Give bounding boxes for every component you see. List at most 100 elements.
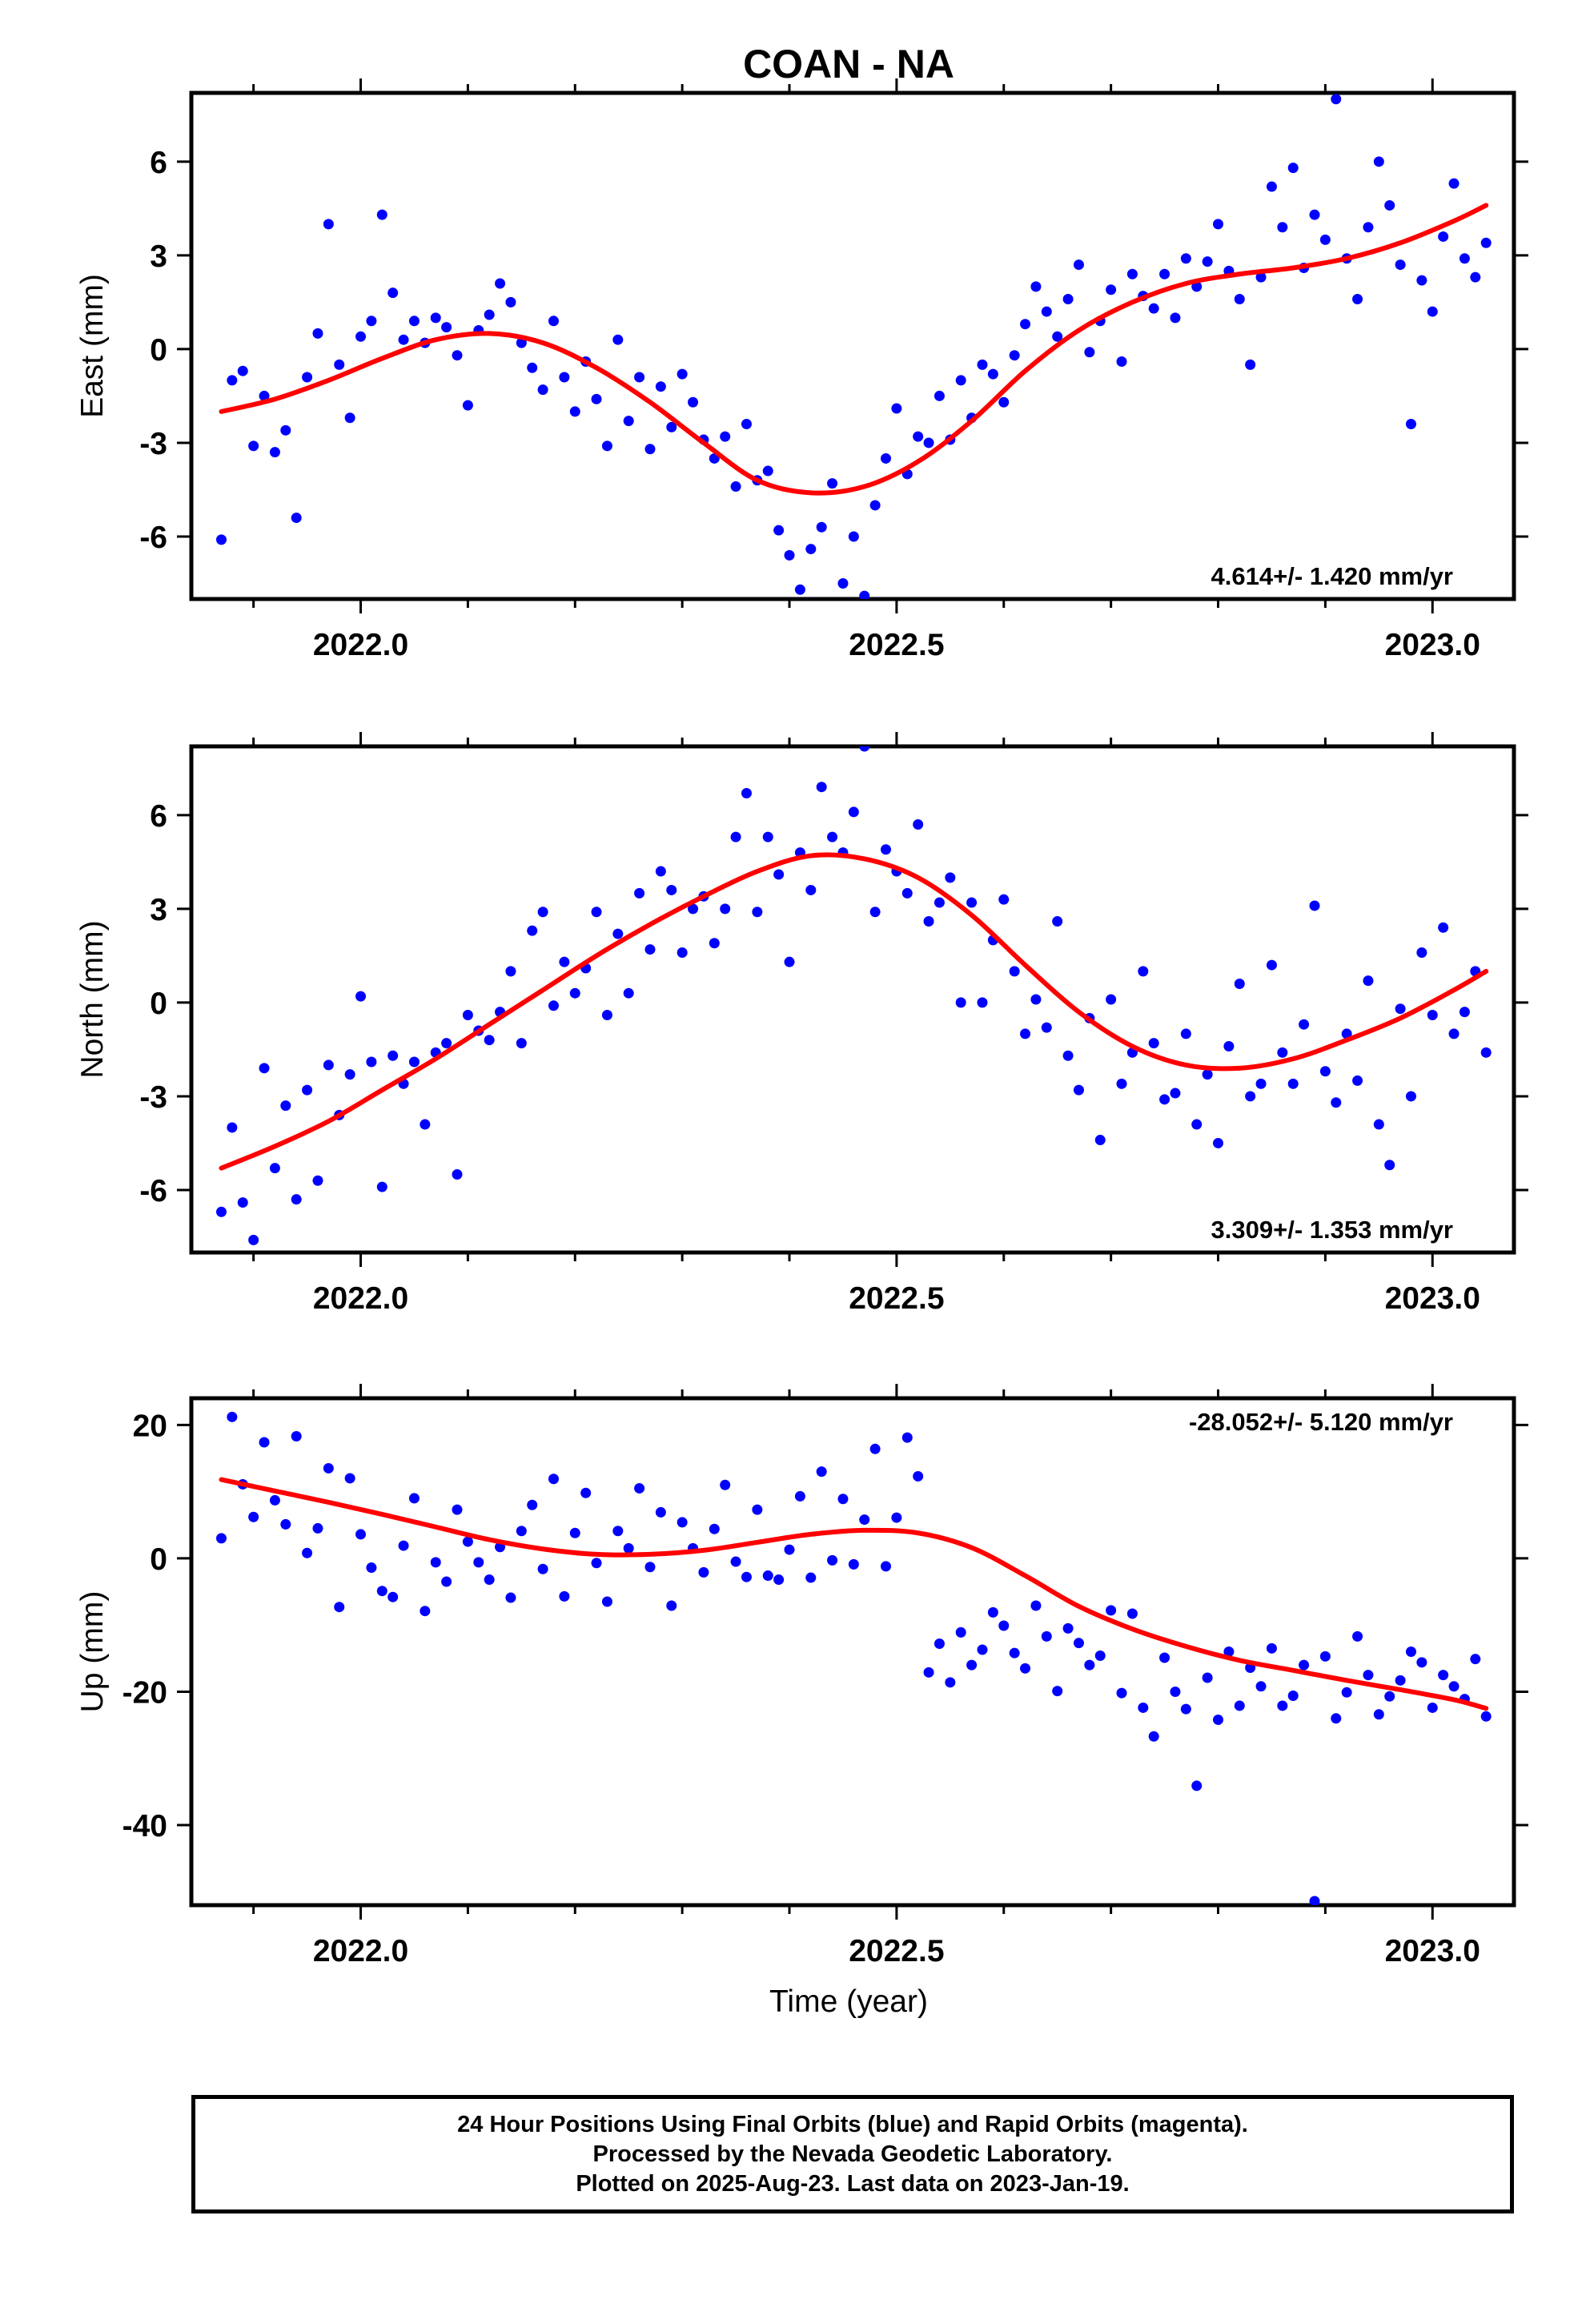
north-point <box>688 903 699 915</box>
up-x-tick-label: 2022.5 <box>849 1934 944 1968</box>
north-point <box>913 819 924 830</box>
north-point <box>634 887 645 899</box>
north-x-tick-label: 2022.5 <box>849 1281 944 1316</box>
north-point <box>1319 1066 1331 1077</box>
north-point <box>1094 1135 1106 1146</box>
east-point <box>859 590 870 599</box>
east-point <box>923 437 934 448</box>
up-point <box>334 1602 345 1613</box>
up-point <box>1299 1659 1310 1671</box>
up-point <box>913 1470 924 1482</box>
north-data-points <box>215 746 1492 1245</box>
up-point <box>805 1572 817 1583</box>
east-point <box>987 368 998 380</box>
east-point <box>1277 222 1288 233</box>
east-point <box>548 316 559 327</box>
east-point <box>1020 319 1031 330</box>
up-point <box>408 1493 420 1504</box>
north-point <box>1395 1003 1406 1015</box>
east-point <box>837 577 849 589</box>
north-point <box>934 897 945 908</box>
up-point <box>998 1620 1010 1631</box>
east-point <box>913 431 924 442</box>
east-point <box>1266 181 1277 192</box>
east-point <box>569 406 580 417</box>
north-point <box>784 956 795 967</box>
east-point <box>280 424 291 436</box>
up-point <box>1170 1686 1181 1697</box>
up-point <box>859 1514 870 1526</box>
east-point <box>1470 271 1481 283</box>
east-point <box>559 372 570 383</box>
north-point <box>462 1010 473 1021</box>
up-point <box>666 1600 677 1611</box>
up-point <box>881 1561 892 1572</box>
up-point <box>227 1411 238 1422</box>
east-point <box>816 521 827 533</box>
north-point <box>977 997 988 1008</box>
up-point <box>1341 1687 1352 1698</box>
north-point <box>366 1056 377 1068</box>
east-point <box>666 421 677 432</box>
north-point <box>1416 947 1427 958</box>
up-point <box>1223 1647 1235 1657</box>
north-point <box>559 956 570 967</box>
north-point <box>1309 900 1320 911</box>
east-point <box>1255 271 1267 283</box>
up-point <box>1020 1663 1031 1674</box>
up-point <box>1180 1703 1191 1715</box>
north-point <box>484 1035 495 1046</box>
north-point <box>612 928 624 939</box>
east-point <box>398 334 409 345</box>
up-point <box>1030 1600 1042 1611</box>
caption-line-1: 24 Hour Positions Using Final Orbits (bl… <box>457 2111 1248 2137</box>
east-point <box>848 531 859 542</box>
north-point <box>1245 1091 1256 1102</box>
north-point <box>1030 994 1042 1005</box>
north-point <box>1052 915 1063 927</box>
east-point <box>773 525 785 536</box>
up-point <box>559 1590 570 1602</box>
east-point <box>302 372 313 383</box>
north-point <box>1331 1097 1342 1108</box>
north-point <box>677 947 688 958</box>
east-point <box>1170 312 1181 324</box>
up-point <box>1416 1657 1427 1668</box>
east-point <box>430 312 441 324</box>
east-point <box>215 534 227 545</box>
up-point <box>1094 1650 1106 1661</box>
up-point <box>634 1482 645 1494</box>
north-point <box>1223 1041 1235 1052</box>
north-x-tick-label: 2023.0 <box>1385 1281 1480 1316</box>
north-point <box>881 844 892 855</box>
north-plot-frame <box>189 744 1516 1255</box>
north-point <box>1459 1007 1470 1018</box>
east-y-axis-label: East (mm) <box>75 274 110 418</box>
up-point <box>537 1563 548 1574</box>
north-point <box>773 869 785 880</box>
north-point <box>291 1194 302 1205</box>
north-point <box>302 1084 313 1096</box>
east-point <box>1287 163 1299 174</box>
north-point <box>1213 1137 1224 1148</box>
east-point <box>1384 199 1395 211</box>
north-point <box>955 997 966 1008</box>
east-point <box>1309 209 1320 220</box>
north-y-axis-label: North (mm) <box>75 920 110 1078</box>
up-point <box>837 1494 849 1505</box>
east-point <box>1448 178 1460 189</box>
east-point <box>484 309 495 320</box>
up-point <box>462 1536 473 1547</box>
east-x-tick-label: 2022.0 <box>313 628 408 662</box>
up-point <box>1319 1651 1331 1662</box>
north-point <box>355 991 367 1002</box>
up-point <box>441 1576 452 1587</box>
east-plot-frame <box>189 90 1516 601</box>
north-point <box>269 1163 280 1174</box>
north-point <box>548 1000 559 1011</box>
north-point <box>248 1234 259 1245</box>
east-point <box>1126 268 1138 279</box>
up-point <box>387 1591 399 1602</box>
east-point <box>1363 222 1374 233</box>
east-point <box>366 316 377 327</box>
